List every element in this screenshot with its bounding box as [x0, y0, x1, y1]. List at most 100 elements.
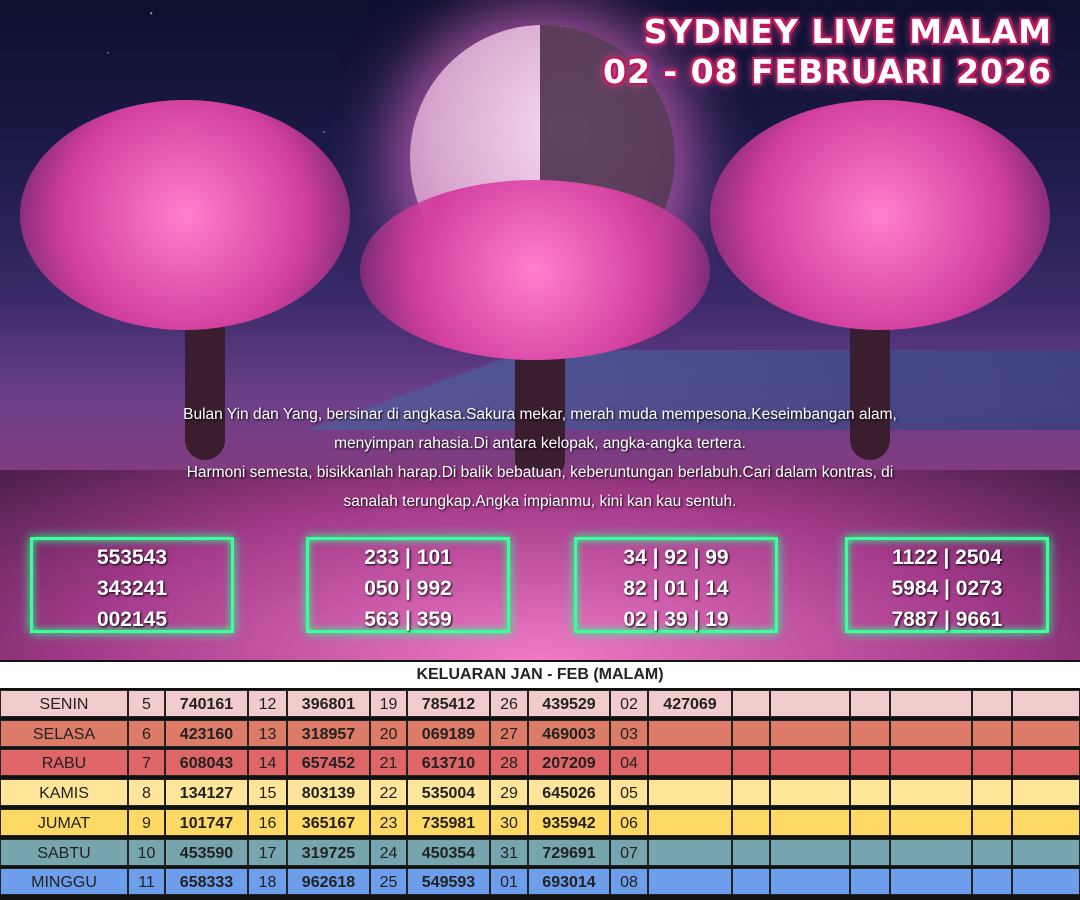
date-cell: 15 [248, 779, 287, 807]
date-cell: 31 [490, 838, 528, 866]
result-cell: 962618 [287, 868, 370, 896]
result-cell: 785412 [407, 690, 490, 717]
result-cell: 450354 [407, 838, 490, 866]
result-cell: 396801 [287, 690, 370, 717]
empty-cell [732, 808, 770, 836]
result-cell: 729691 [528, 838, 610, 866]
empty-cell [890, 808, 972, 836]
result-cell [648, 719, 732, 747]
date-cell: 27 [490, 719, 528, 747]
empty-cell [850, 719, 890, 747]
day-cell: JUMAT [0, 808, 128, 836]
date-cell: 24 [370, 838, 407, 866]
table-row-rabu: RABU 7 608043 14 657452 21 613710 28 207209 04 [0, 749, 1080, 777]
date-cell: 13 [248, 719, 287, 747]
cherry-tree [710, 100, 1050, 330]
table-row-selasa: SELASA 6 423160 13 318957 20 069189 27 469003 03 [0, 719, 1080, 747]
empty-cell [770, 749, 850, 777]
date-cell: 7 [128, 749, 165, 777]
title-line-1: SYDNEY LIVE MALAM [643, 12, 1052, 51]
date-cell: 07 [610, 838, 648, 866]
result-cell: 427069 [648, 690, 732, 717]
empty-cell [972, 690, 1012, 717]
result-cell: 101747 [165, 808, 248, 836]
poem-line: Harmoni semesta, bisikkanlah harap.Di ba… [186, 464, 894, 481]
result-cell: 069189 [407, 719, 490, 747]
empty-cell [732, 868, 770, 896]
empty-cell [972, 838, 1012, 866]
day-cell: SELASA [0, 719, 128, 747]
empty-cell [770, 719, 850, 747]
result-cell: 318957 [287, 719, 370, 747]
prediction-box-3d: 233 | 101 050 | 992 563 | 359 [306, 537, 510, 633]
date-cell: 18 [248, 868, 287, 896]
date-cell: 17 [248, 838, 287, 866]
empty-cell [770, 868, 850, 896]
result-cell: 735981 [407, 808, 490, 836]
empty-cell [1012, 719, 1080, 747]
date-cell: 12 [248, 690, 287, 717]
prediction-number: 82 | 01 | 14 [623, 577, 729, 600]
empty-cell [732, 838, 770, 866]
empty-cell [890, 749, 972, 777]
empty-cell [890, 690, 972, 717]
poem-line: sanalah terungkap.Angka impianmu, kini k… [343, 493, 737, 510]
empty-cell [770, 838, 850, 866]
result-cell: 319725 [287, 838, 370, 866]
prediction-number: 34 | 92 | 99 [623, 546, 729, 569]
hero-banner: SYDNEY LIVE MALAM 02 - 08 FEBRUARI 2026 … [0, 0, 1080, 660]
table-row-kamis: KAMIS 8 134127 15 803139 22 535004 29 645026 05 [0, 779, 1080, 807]
empty-cell [732, 719, 770, 747]
empty-cell [732, 779, 770, 807]
day-cell: KAMIS [0, 779, 128, 807]
table-row-minggu: MINGGU 11 658333 18 962618 25 549593 01 693014 08 [0, 868, 1080, 896]
title-line-2: 02 - 08 FEBRUARI 2026 [602, 52, 1052, 91]
empty-cell [1012, 690, 1080, 717]
poem-text: Bulan Yin dan Yang, bersinar di angkasa.… [100, 400, 980, 516]
result-cell: 365167 [287, 808, 370, 836]
prediction-number: 343241 [96, 577, 168, 600]
date-cell: 21 [370, 749, 407, 777]
day-cell: RABU [0, 749, 128, 777]
empty-cell [1012, 749, 1080, 777]
table-row-jumat: JUMAT 9 101747 16 365167 23 735981 30 935942 06 [0, 808, 1080, 836]
prediction-box-2d: 34 | 92 | 99 82 | 01 | 14 02 | 39 | 19 [574, 537, 778, 633]
page-title: SYDNEY LIVE MALAM 02 - 08 FEBRUARI 2026 [603, 12, 1052, 92]
empty-cell [1012, 838, 1080, 866]
date-cell: 01 [490, 868, 528, 896]
results-table: KELUARAN JAN - FEB (MALAM) SENIN 5 740161 1… [0, 660, 1080, 900]
date-cell: 8 [128, 779, 165, 807]
result-cell [648, 868, 732, 896]
result-cell: 439529 [528, 690, 610, 717]
empty-cell [1012, 868, 1080, 896]
date-cell: 03 [610, 719, 648, 747]
empty-cell [1012, 779, 1080, 807]
empty-cell [1012, 808, 1080, 836]
day-cell: SABTU [0, 838, 128, 866]
table-title: KELUARAN JAN - FEB (MALAM) [0, 662, 1080, 688]
date-cell: 6 [128, 719, 165, 747]
empty-cell [770, 779, 850, 807]
empty-cell [890, 719, 972, 747]
date-cell: 19 [370, 690, 407, 717]
prediction-number: 02 | 39 | 19 [623, 608, 729, 631]
date-cell: 04 [610, 749, 648, 777]
date-cell: 26 [490, 690, 528, 717]
result-cell: 134127 [165, 779, 248, 807]
empty-cell [972, 719, 1012, 747]
date-cell: 30 [490, 808, 528, 836]
result-cell: 207209 [528, 749, 610, 777]
prediction-box-6d: 553543 343241 002145 [30, 537, 234, 633]
result-cell: 693014 [528, 868, 610, 896]
result-cell: 549593 [407, 868, 490, 896]
result-cell: 613710 [407, 749, 490, 777]
result-cell: 803139 [287, 779, 370, 807]
empty-cell [890, 779, 972, 807]
empty-cell [890, 838, 972, 866]
empty-cell [850, 690, 890, 717]
result-cell: 658333 [165, 868, 248, 896]
date-cell: 22 [370, 779, 407, 807]
date-cell: 23 [370, 808, 407, 836]
result-cell: 453590 [165, 838, 248, 866]
result-cell: 657452 [287, 749, 370, 777]
